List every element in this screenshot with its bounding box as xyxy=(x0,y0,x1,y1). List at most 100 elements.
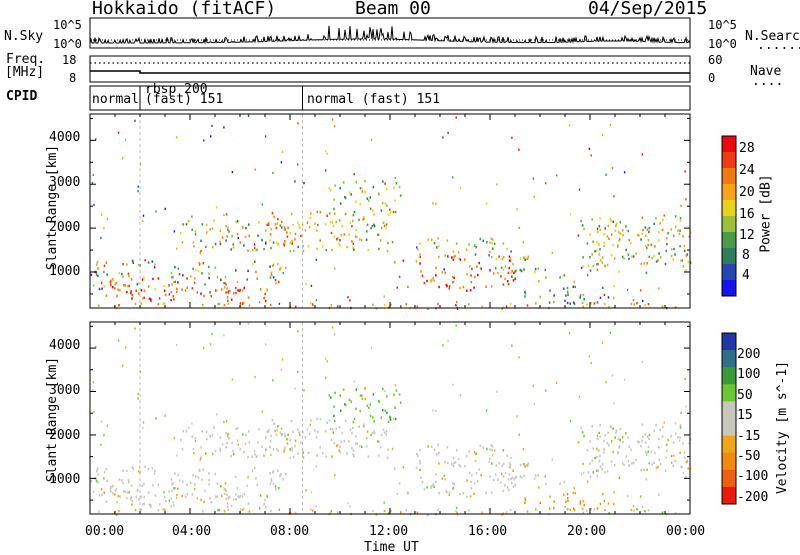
power-point xyxy=(200,293,202,295)
velocity-point xyxy=(651,450,653,452)
velocity-point xyxy=(671,462,673,464)
velocity-point xyxy=(384,510,386,512)
velocity-point xyxy=(372,510,374,512)
velocity-point xyxy=(648,509,650,511)
power-point xyxy=(598,243,600,245)
velocity-point xyxy=(242,509,244,511)
power-point xyxy=(649,256,650,258)
velocity-point xyxy=(351,447,353,449)
velocity-point xyxy=(510,464,512,466)
velocity-point xyxy=(594,508,596,510)
power-point xyxy=(494,243,495,245)
power-point xyxy=(480,267,482,269)
velocity-point xyxy=(331,455,333,457)
power-point xyxy=(168,284,170,286)
power-point xyxy=(141,302,143,304)
power-point xyxy=(378,248,380,250)
velocity-point xyxy=(291,420,293,422)
power-point xyxy=(191,229,193,231)
power-point xyxy=(471,281,473,283)
velocity-point xyxy=(333,406,335,408)
velocity-point xyxy=(604,448,606,450)
power-point xyxy=(657,259,659,261)
power-point xyxy=(380,239,382,241)
power-point xyxy=(432,202,433,204)
power-point xyxy=(235,287,237,289)
power-point xyxy=(106,273,108,275)
power-point xyxy=(249,235,251,237)
power-point xyxy=(667,232,669,234)
power-point xyxy=(599,225,601,227)
power-point xyxy=(281,226,283,228)
velocity-point xyxy=(203,469,205,471)
power-point xyxy=(169,293,170,295)
power-point xyxy=(256,249,258,251)
power-point xyxy=(591,253,593,255)
power-point xyxy=(203,262,205,264)
power-colorbar-swatch xyxy=(722,280,736,297)
power-point xyxy=(282,151,283,153)
power-point xyxy=(549,289,551,291)
power-point xyxy=(642,229,644,231)
power-point xyxy=(138,292,140,294)
velocity-point xyxy=(155,417,156,419)
velocity-point xyxy=(523,448,525,450)
velocity-point xyxy=(643,469,645,471)
velocity-point xyxy=(314,430,316,432)
velocity-point xyxy=(195,475,197,477)
power-point xyxy=(625,225,627,227)
power-point xyxy=(630,242,632,244)
power-point xyxy=(131,278,133,280)
velocity-point xyxy=(564,481,566,483)
power-point xyxy=(594,250,596,252)
power-point xyxy=(384,225,386,227)
power-point xyxy=(122,157,123,159)
velocity-point xyxy=(339,394,341,396)
velocity-point xyxy=(638,441,640,443)
power-point xyxy=(488,254,489,256)
power-point xyxy=(381,227,382,229)
velocity-point xyxy=(118,510,120,512)
power-point xyxy=(300,235,302,237)
velocity-point xyxy=(215,473,217,475)
velocity-point xyxy=(216,496,218,498)
power-point xyxy=(437,237,439,239)
power-point xyxy=(596,241,598,243)
velocity-point xyxy=(452,384,453,386)
power-point xyxy=(125,284,127,286)
velocity-point xyxy=(447,340,448,342)
power-point xyxy=(275,279,277,281)
power-point xyxy=(171,283,173,285)
power-point xyxy=(310,212,312,214)
power-point xyxy=(291,213,293,215)
power-point xyxy=(179,273,181,275)
power-point xyxy=(226,235,228,237)
velocity-point xyxy=(98,511,100,513)
power-point xyxy=(526,257,527,259)
power-point xyxy=(217,303,219,305)
power-point xyxy=(231,235,233,237)
power-point xyxy=(115,283,117,285)
velocity-point xyxy=(295,440,297,442)
velocity-point xyxy=(103,434,104,436)
power-point xyxy=(312,303,314,305)
power-point xyxy=(135,303,137,305)
power-point xyxy=(651,244,653,246)
power-point xyxy=(265,300,267,302)
power-point xyxy=(351,240,353,242)
power-point xyxy=(427,239,429,241)
velocity-point xyxy=(114,493,116,495)
velocity-point xyxy=(593,471,595,473)
velocity-point xyxy=(232,450,234,452)
velocity-colorbar-swatch xyxy=(722,419,736,437)
velocity-point xyxy=(130,496,132,498)
power-point xyxy=(613,297,615,299)
velocity-point xyxy=(208,472,210,474)
velocity-point xyxy=(261,446,263,448)
velocity-point xyxy=(600,435,602,437)
velocity-point xyxy=(680,426,682,428)
velocity-point xyxy=(331,439,333,441)
velocity-point xyxy=(309,433,311,435)
power-point xyxy=(152,278,154,280)
power-point xyxy=(280,224,282,226)
